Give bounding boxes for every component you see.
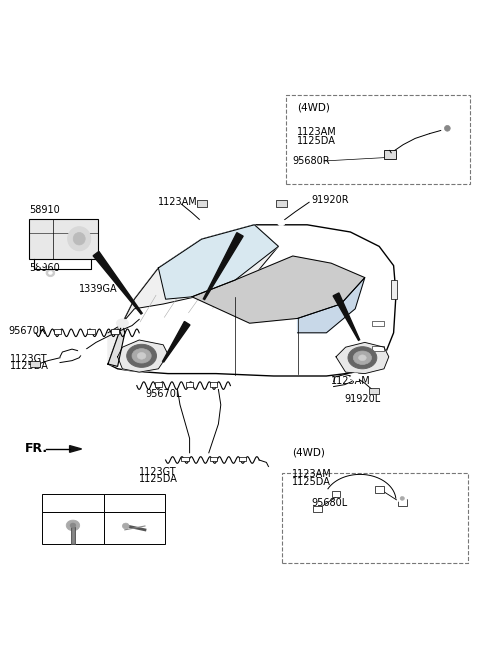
Ellipse shape [444,125,450,131]
Ellipse shape [132,348,151,363]
Text: 95680L: 95680L [311,498,348,508]
Polygon shape [163,321,190,362]
Text: 95670L: 95670L [145,389,181,400]
Polygon shape [118,340,168,372]
Bar [313,506,322,512]
Ellipse shape [199,219,206,226]
Ellipse shape [359,355,366,361]
Polygon shape [336,342,389,374]
Bar [372,321,384,325]
Bar [42,494,104,512]
Bar [104,512,165,544]
Ellipse shape [353,351,372,365]
Ellipse shape [397,494,407,502]
Text: 1123AM: 1123AM [331,376,371,386]
Bar [42,512,104,544]
Ellipse shape [38,262,44,266]
Ellipse shape [348,347,377,369]
Bar [239,457,246,461]
Bar [186,382,193,387]
Text: 1125DA: 1125DA [139,474,178,484]
Polygon shape [108,323,125,367]
Bar [111,329,119,335]
Polygon shape [333,293,360,340]
Text: 1125DA: 1125DA [297,136,336,146]
Text: 1123AM: 1123AM [292,470,332,480]
Text: 1123GT: 1123GT [139,467,177,477]
Ellipse shape [81,262,87,266]
Polygon shape [298,277,365,333]
Bar [87,329,95,335]
Bar [197,200,207,207]
Ellipse shape [351,373,360,380]
Bar [210,457,217,461]
Ellipse shape [122,523,129,529]
Bar [29,218,98,259]
Ellipse shape [127,344,156,367]
Bar [276,200,287,207]
Ellipse shape [70,523,76,528]
Bar [210,382,217,387]
Bar [54,329,61,335]
Bar [181,457,189,461]
Polygon shape [108,225,396,376]
Text: 1125DA: 1125DA [292,477,331,487]
Bar [155,382,162,387]
Text: 91920R: 91920R [311,195,348,205]
Polygon shape [93,251,142,314]
Polygon shape [70,445,82,453]
Ellipse shape [442,122,453,134]
Text: 1123AM: 1123AM [297,127,336,137]
Bar [372,346,384,351]
Text: 58910: 58910 [29,205,60,215]
Ellipse shape [66,520,80,531]
FancyBboxPatch shape [286,95,470,184]
Bar [104,494,165,512]
Text: 1123GV: 1123GV [54,498,92,508]
Bar [384,150,396,159]
Polygon shape [204,233,243,300]
Ellipse shape [68,227,91,251]
Text: 1125DA: 1125DA [10,361,48,371]
Text: 1123GT: 1123GT [10,354,47,364]
Bar [30,361,40,367]
Ellipse shape [46,269,55,277]
Ellipse shape [137,352,146,359]
Bar [398,499,407,506]
Bar [391,280,397,299]
FancyBboxPatch shape [282,473,468,564]
Polygon shape [192,256,365,323]
Ellipse shape [277,219,285,226]
Bar [332,491,340,497]
Ellipse shape [400,497,404,501]
Text: FR.: FR. [25,442,48,455]
Text: 95680R: 95680R [293,156,330,166]
Text: (4WD): (4WD) [297,102,329,112]
Ellipse shape [78,348,87,356]
Ellipse shape [117,319,129,327]
Text: 91920L: 91920L [345,394,381,404]
Bar [369,388,379,394]
Ellipse shape [265,467,274,475]
Polygon shape [108,225,278,364]
Text: 58960: 58960 [29,263,60,273]
Text: 1339GA: 1339GA [79,283,118,294]
Text: 1123AM: 1123AM [158,197,198,207]
Text: (4WD): (4WD) [292,448,324,458]
Text: 1129ED: 1129ED [115,498,154,508]
Bar [375,486,384,493]
Text: 95670R: 95670R [9,326,47,336]
Polygon shape [158,225,278,299]
Ellipse shape [73,232,85,245]
Ellipse shape [48,271,52,274]
